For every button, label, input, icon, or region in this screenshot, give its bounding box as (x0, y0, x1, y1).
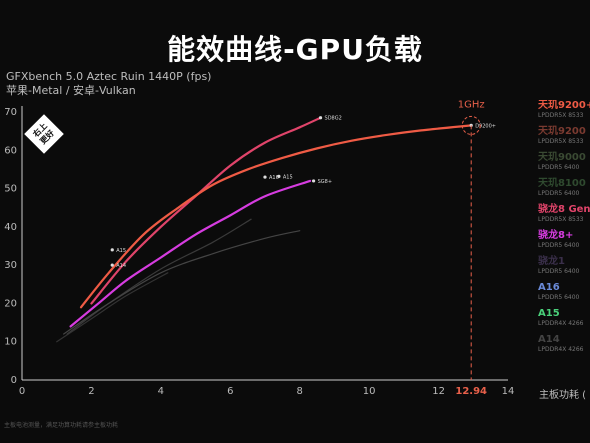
footnote: 主板电池测量，满足功算功耗请参主板功耗 (4, 422, 119, 429)
x-tick-label: 14 (502, 386, 515, 397)
data-point (110, 263, 114, 267)
legend-item-name: 骁龙8+ (538, 230, 574, 241)
legend-item-name: 骁龙8 Gen (538, 204, 590, 215)
page-title: 能效曲线-GPU负载 (167, 33, 423, 66)
data-point (277, 174, 281, 178)
x-tick-label: 12 (432, 386, 445, 397)
legend-item-memory: LPDDR4X 4266 (538, 346, 584, 353)
legend-item: A15 LPDDR4X 4266 (538, 308, 590, 334)
legend-item: 骁龙1 LPDDR5 6400 (538, 256, 590, 282)
legend-item-memory: LPDDR5 6400 (538, 268, 580, 275)
point-label: A15 (283, 174, 293, 180)
legend-item-name: 天玑8100 (538, 178, 586, 189)
legend-item-memory: LPDDR5X 8533 (538, 216, 584, 223)
badge-text: 右上 更好 (31, 121, 57, 147)
y-tick-label: 30 (4, 260, 17, 271)
legend-item: 天玑9000 LPDDR5 6400 (538, 152, 590, 178)
annotation-label: 1GHz (458, 99, 485, 110)
y-tick-label: 20 (4, 298, 17, 309)
legend-item-name: 天玑9200+ (538, 100, 590, 111)
x-axis-unit: 主板功耗 ( (539, 390, 587, 401)
y-tick-label: 50 (4, 184, 17, 195)
legend-item-name: 骁龙1 (538, 256, 565, 267)
legend-item: 天玑9200+ LPDDR5X 8533 (538, 100, 590, 126)
legend-item-name: A14 (538, 334, 560, 345)
series-line-a15 (66, 218, 252, 335)
point-label: SG8+ (318, 179, 332, 185)
point-label: D9200+ (475, 123, 496, 129)
legend-item-memory: LPDDR5 6400 (538, 164, 580, 171)
y-tick-label: 0 (11, 375, 17, 386)
legend-item: A14 LPDDR4X 4266 (538, 334, 590, 360)
y-tick-label: 10 (4, 337, 17, 348)
legend-item: 天玑8100 LPDDR5 6400 (538, 178, 590, 204)
data-point (110, 248, 114, 252)
legend-item-memory: LPDDR4X 4266 (538, 320, 584, 327)
x-tick-label: 6 (227, 386, 233, 397)
legend-item: 骁龙8 Gen LPDDR5X 8533 (538, 204, 590, 230)
data-point (318, 116, 323, 120)
legend-item-memory: LPDDR5X 8533 (538, 112, 584, 119)
x-tick-label: 8 (297, 386, 303, 397)
series-line-a16 (63, 230, 301, 335)
point-label: A16 (269, 175, 279, 181)
legend-item-name: A16 (538, 282, 560, 293)
series-line-a14 (56, 272, 169, 343)
point-label: A15 (116, 248, 126, 254)
x-tick-label: 0 (19, 386, 25, 397)
data-point (312, 179, 316, 183)
legend-item-memory: LPDDR5 6400 (538, 190, 580, 197)
x-tick-label: 2 (88, 386, 94, 397)
point-label: SD8G2 (325, 116, 342, 122)
legend-item: A16 LPDDR5 6400 (538, 282, 590, 308)
legend-item-name: A15 (538, 308, 560, 319)
legend-item: 天玑9200 LPDDR5X 8533 (538, 126, 590, 152)
chart-legend: 天玑9200+ LPDDR5X 8533 天玑9200 LPDDR5X 8533 天玑9… (538, 100, 590, 360)
data-point (263, 175, 267, 179)
annotation-x-value: 12.94 (455, 386, 487, 397)
legend-item-name: 天玑9200 (538, 126, 586, 137)
series-line-d9200- (79, 124, 473, 309)
series-line-sd8g2 (90, 116, 322, 305)
legend-item-name: 天玑9000 (538, 152, 586, 163)
x-tick-label: 4 (158, 386, 164, 397)
benchmark-label: GFXbench 5.0 Aztec Ruin 1440P (fps) (6, 70, 212, 83)
y-tick-label: 60 (4, 145, 17, 156)
legend-item: 骁龙8+ LPDDR5 6400 (538, 230, 590, 256)
annotation-circle (461, 115, 481, 135)
chart-subtitle: GFXbench 5.0 Aztec Ruin 1440P (fps) 苹果-M… (6, 70, 211, 98)
legend-item-memory: LPDDR5X 8533 (538, 138, 584, 145)
series-line-sg8- (69, 179, 312, 328)
api-label: 苹果-Metal / 安卓-Vulkan (6, 84, 136, 97)
point-label: A14 (116, 263, 126, 269)
x-tick-label: 10 (363, 386, 376, 397)
y-tick-label: 40 (4, 222, 17, 233)
legend-item-memory: LPDDR5 6400 (538, 294, 580, 301)
y-tick-label: 70 (4, 107, 17, 118)
legend-item-memory: LPDDR5 6400 (538, 242, 580, 249)
